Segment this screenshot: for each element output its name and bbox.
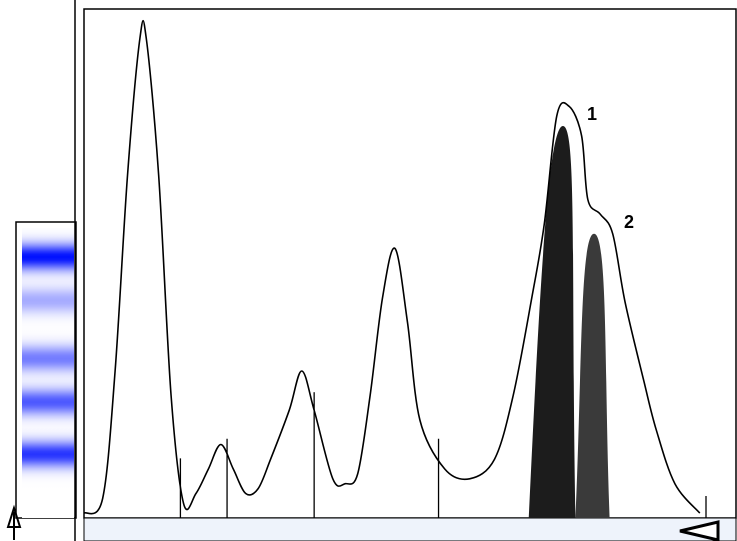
peak-label-2: 2 [624,212,634,232]
gel-lane-strip [22,228,74,518]
up-arrow-icon[interactable] [6,504,22,540]
peak-labels: 12 [587,104,634,232]
highlighted-peak-1[interactable] [528,126,576,518]
highlighted-peak-2[interactable] [575,233,610,519]
left-arrow-icon[interactable] [679,520,720,541]
density-trace [83,19,701,515]
scroll-track[interactable] [83,517,737,541]
plot-frame [83,8,737,519]
peak-label-1: 1 [587,104,597,124]
highlighted-peaks [528,126,610,519]
